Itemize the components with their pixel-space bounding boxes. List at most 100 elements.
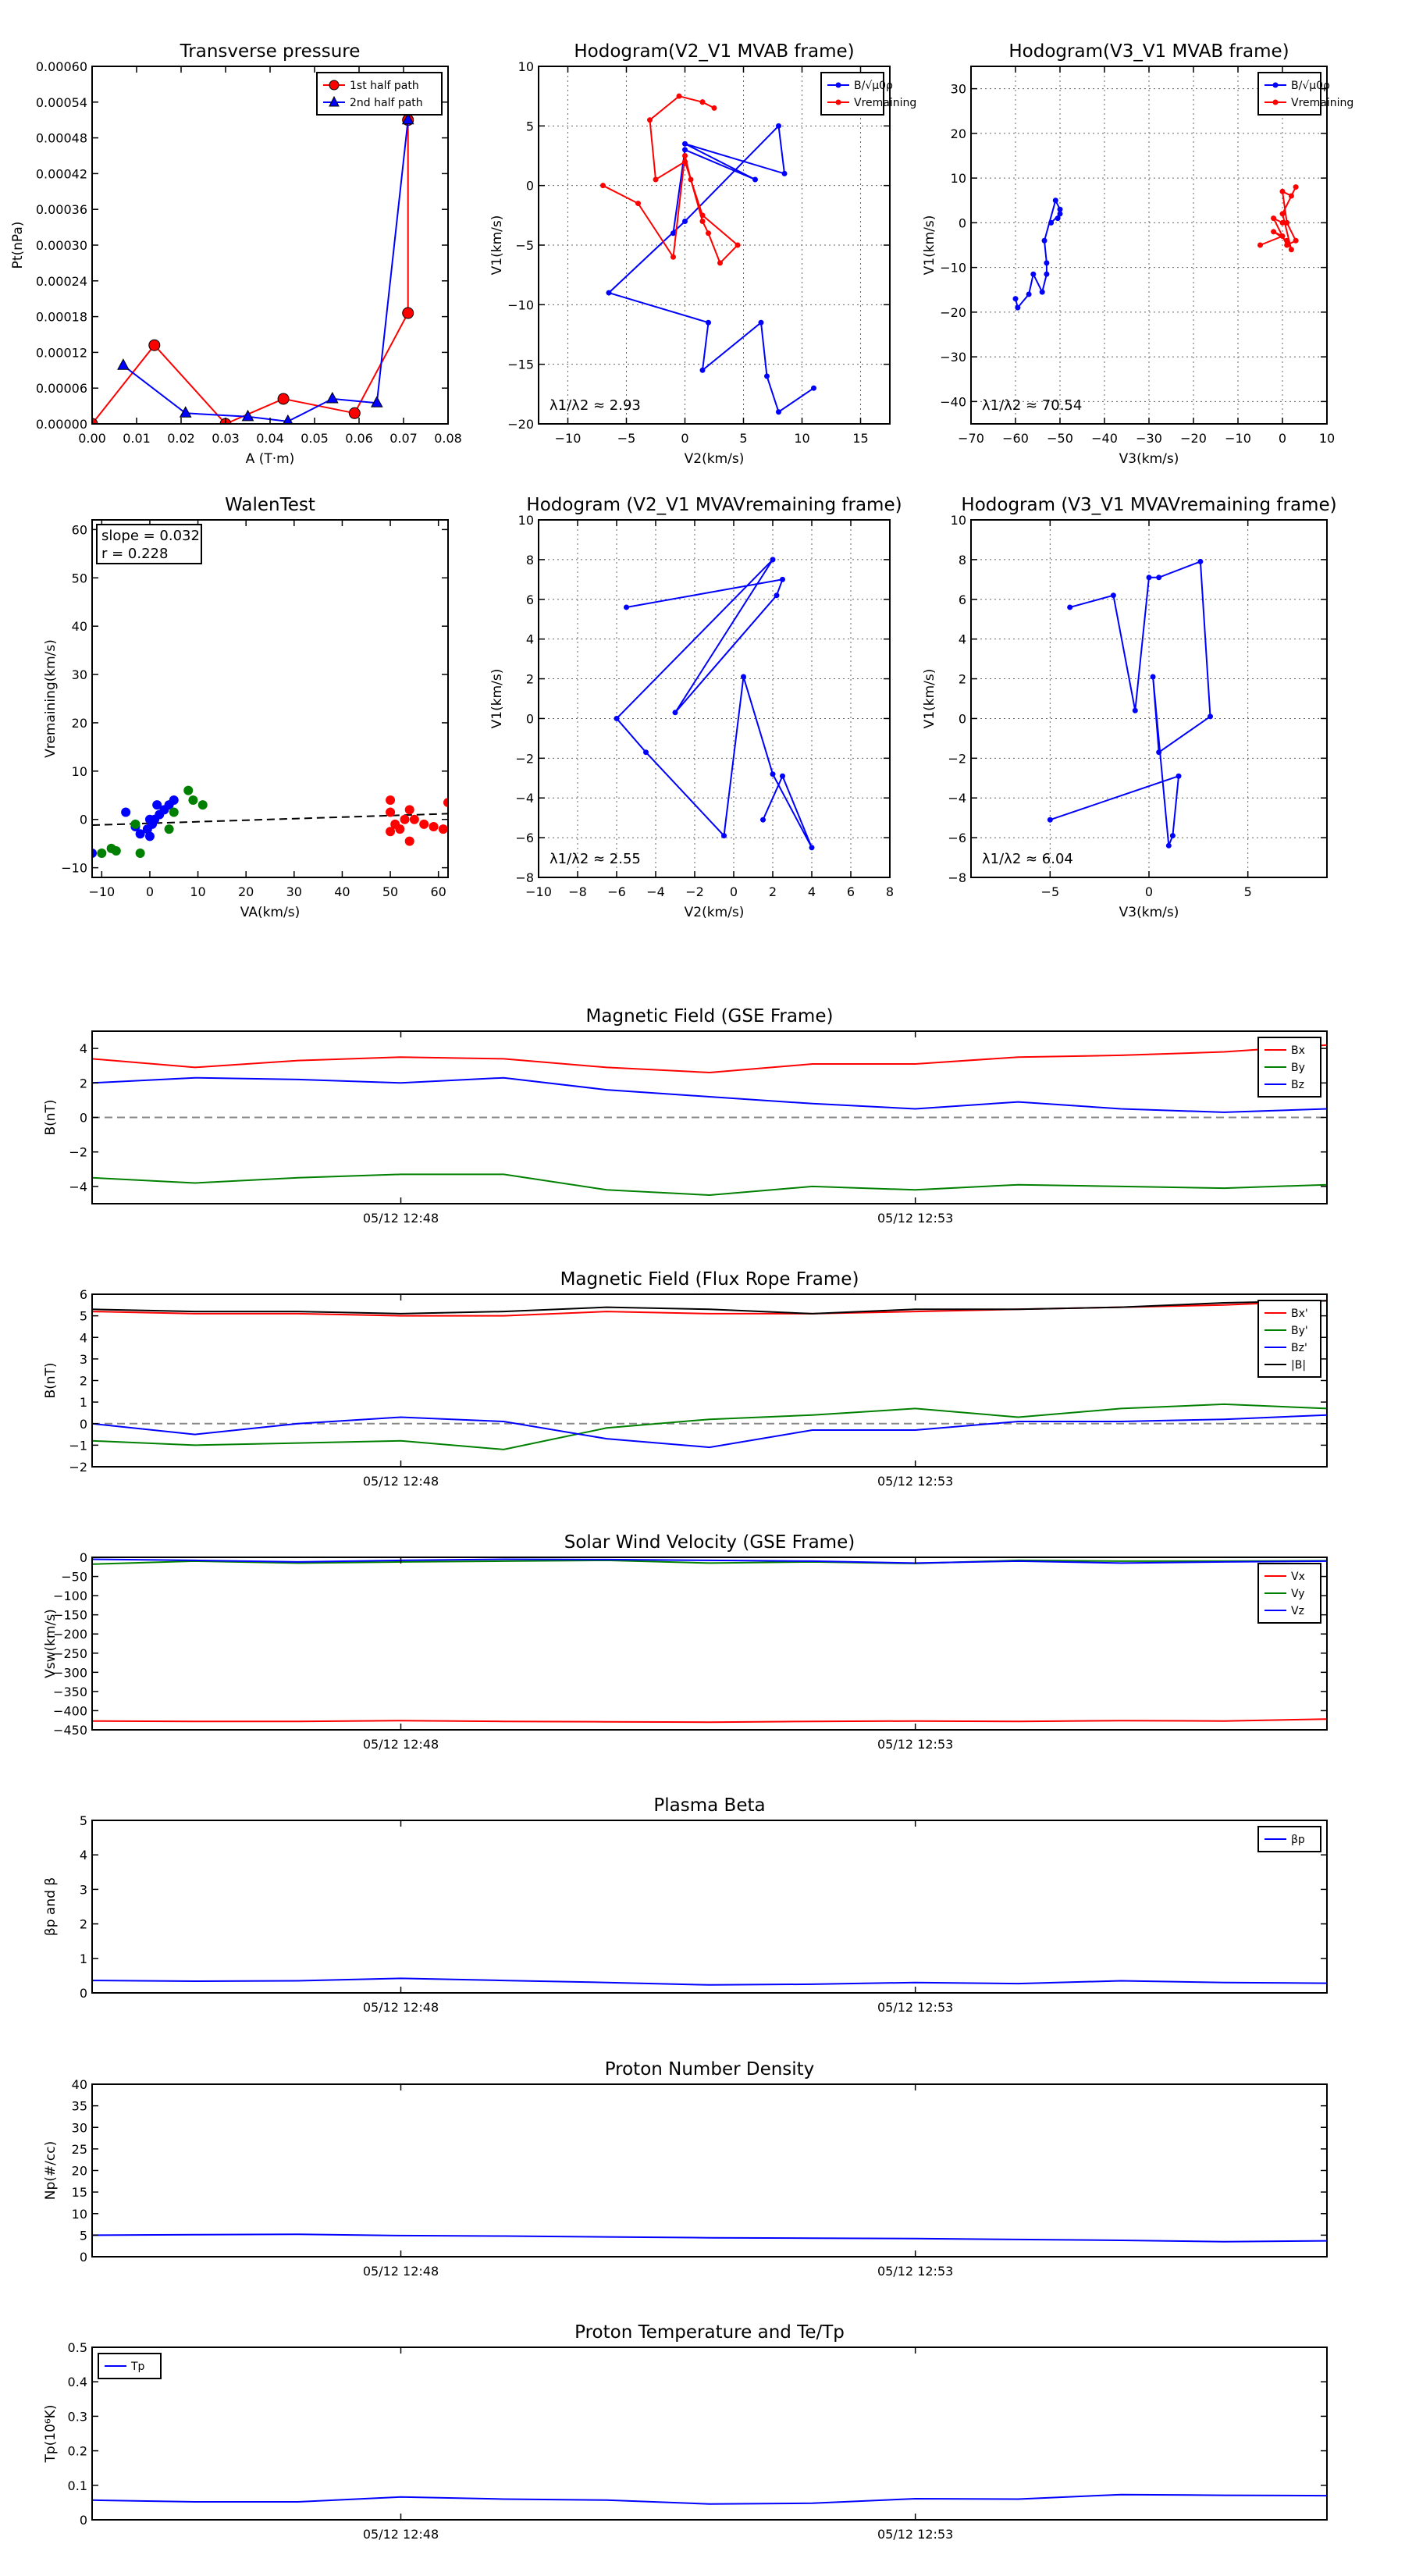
legend-label: Vx: [1291, 1571, 1305, 1583]
data-point: [419, 819, 429, 829]
y-tick-label: 4: [80, 1848, 87, 1863]
y-tick-label: 10: [72, 764, 87, 779]
data-point: [1039, 289, 1045, 295]
x-tick-label: −60: [1002, 431, 1029, 446]
data-point: [169, 807, 179, 817]
data-point: [699, 99, 706, 105]
data-point: [1030, 271, 1037, 277]
x-tick-label: −10: [555, 431, 582, 446]
y-tick-label: 25: [72, 2142, 87, 2157]
x-tick-label: 05/12 12:48: [363, 1737, 439, 1752]
y-tick-label: 2: [80, 1076, 87, 1091]
x-axis-label: VA(km/s): [240, 905, 300, 920]
x-tick-label: 0: [681, 431, 688, 446]
x-tick-label: −6: [607, 884, 626, 899]
y-tick-label: 0.00042: [36, 166, 87, 181]
data-point: [1052, 197, 1058, 204]
legend-label: βp: [1291, 1834, 1305, 1846]
y-tick-label: 50: [72, 571, 87, 585]
y-tick-label: −20: [940, 305, 966, 320]
plot-area: [92, 1977, 1327, 1986]
eigen-ratio-annotation: λ1/λ2 ≈ 2.55: [550, 851, 641, 867]
data-point: [1044, 271, 1050, 277]
legend-marker: [835, 82, 841, 88]
data-point: [647, 117, 653, 123]
y-tick-label: 5: [80, 1309, 87, 1324]
y-tick-label: 0.00060: [36, 59, 87, 74]
data-point: [764, 373, 770, 379]
x-tick-label: −8: [568, 884, 587, 899]
y-tick-label: −350: [53, 1685, 87, 1699]
x-tick-label: 60: [430, 884, 446, 899]
y-tick-label: −40: [940, 394, 966, 409]
y-axis-label: Np(#/cc): [43, 2141, 59, 2200]
y-tick-label: −8: [948, 870, 966, 885]
y-tick-label: −6: [515, 831, 534, 845]
y-tick-label: 0: [80, 2513, 87, 2528]
series-line-Vz: [92, 1558, 1327, 1564]
data-point: [1208, 713, 1214, 720]
data-point: [183, 785, 194, 795]
chart-walen: −10 0 10 20 30 40 50 60 −10 0 10 20 30 40 50 60 WalenTes…: [43, 495, 449, 920]
y-tick-label: 20: [72, 2164, 87, 2179]
x-axis-label: V3(km/s): [1119, 905, 1179, 920]
y-tick-label: −5: [515, 238, 534, 253]
x-tick-label: 05/12 12:48: [363, 1211, 439, 1226]
axes-frame: [538, 519, 891, 878]
data-point: [1057, 206, 1063, 212]
series-line-By: [92, 1173, 1327, 1197]
x-tick-label: 10: [1319, 431, 1335, 446]
x-tick-label: 0.05: [301, 431, 329, 446]
x-tick-label: 05/12 12:53: [877, 1211, 953, 1226]
fit-stats-box: [96, 524, 202, 564]
x-tick-label: 0.02: [167, 431, 195, 446]
x-tick-label: 0.01: [123, 431, 151, 446]
x-tick-label: 0: [1279, 431, 1286, 446]
y-tick-label: 0.00054: [36, 95, 87, 110]
x-tick-label: 05/12 12:48: [363, 2000, 439, 2015]
chart-title: Solar Wind Velocity (GSE Frame): [564, 1532, 855, 1553]
y-tick-label: 30: [72, 2120, 87, 2135]
y-tick-label: 0: [80, 1986, 87, 2001]
x-tick-label: 5: [1244, 884, 1252, 899]
series-line-0: [92, 2233, 1327, 2243]
y-tick-label: −10: [940, 261, 966, 276]
legend-label: B/√μ0ρ: [1291, 80, 1330, 92]
data-point: [283, 414, 293, 424]
y-tick-label: 35: [72, 2099, 87, 2114]
y-tick-label: −30: [940, 350, 966, 365]
y-tick-label: 0.00012: [36, 345, 87, 360]
plot-area: [1012, 184, 1299, 311]
series-line-B/√μ0ρ: [1015, 198, 1062, 310]
series-line-B/√μ0ρ: [607, 124, 815, 414]
series-line-Bz': [92, 1414, 1327, 1449]
data-point: [776, 409, 781, 415]
y-tick-label: −50: [61, 1570, 87, 1585]
y-tick-label: −6: [948, 831, 966, 845]
data-point: [774, 592, 780, 599]
legend-marker: [329, 80, 340, 91]
data-point: [135, 849, 145, 859]
y-tick-label: 0.5: [68, 2340, 87, 2355]
data-point: [1279, 219, 1286, 226]
plot-area: [92, 2233, 1327, 2243]
data-point: [142, 824, 152, 834]
legend-marker: [835, 99, 841, 105]
legend-label: 2nd half path: [350, 97, 423, 109]
x-tick-label: −50: [1047, 431, 1073, 446]
y-tick-label: 0.00024: [36, 274, 87, 289]
y-tick-label: 0.4: [68, 2375, 87, 2389]
data-point: [404, 836, 414, 846]
data-point: [1271, 215, 1277, 222]
data-point: [682, 158, 688, 165]
data-point: [717, 260, 723, 266]
series-line-By': [92, 1403, 1327, 1450]
data-point: [117, 358, 130, 370]
y-tick-label: 5: [526, 119, 534, 133]
chart-tpp: 05/12 12:48 05/12 12:53 0 0.1 0.2 0.3 0.4 0.5 Pr…: [43, 2322, 1328, 2542]
x-tick-label: 05/12 12:53: [877, 1474, 953, 1489]
chart-h1: −10 −5 0 5 10 15 −20 −15 −10 −5 0 5 10 Hodogram(V2_V1…: [489, 41, 916, 467]
data-point: [429, 822, 439, 832]
chart-title: Hodogram(V2_V1 MVAB frame): [574, 41, 854, 62]
y-tick-label: 0.1: [68, 2478, 87, 2493]
